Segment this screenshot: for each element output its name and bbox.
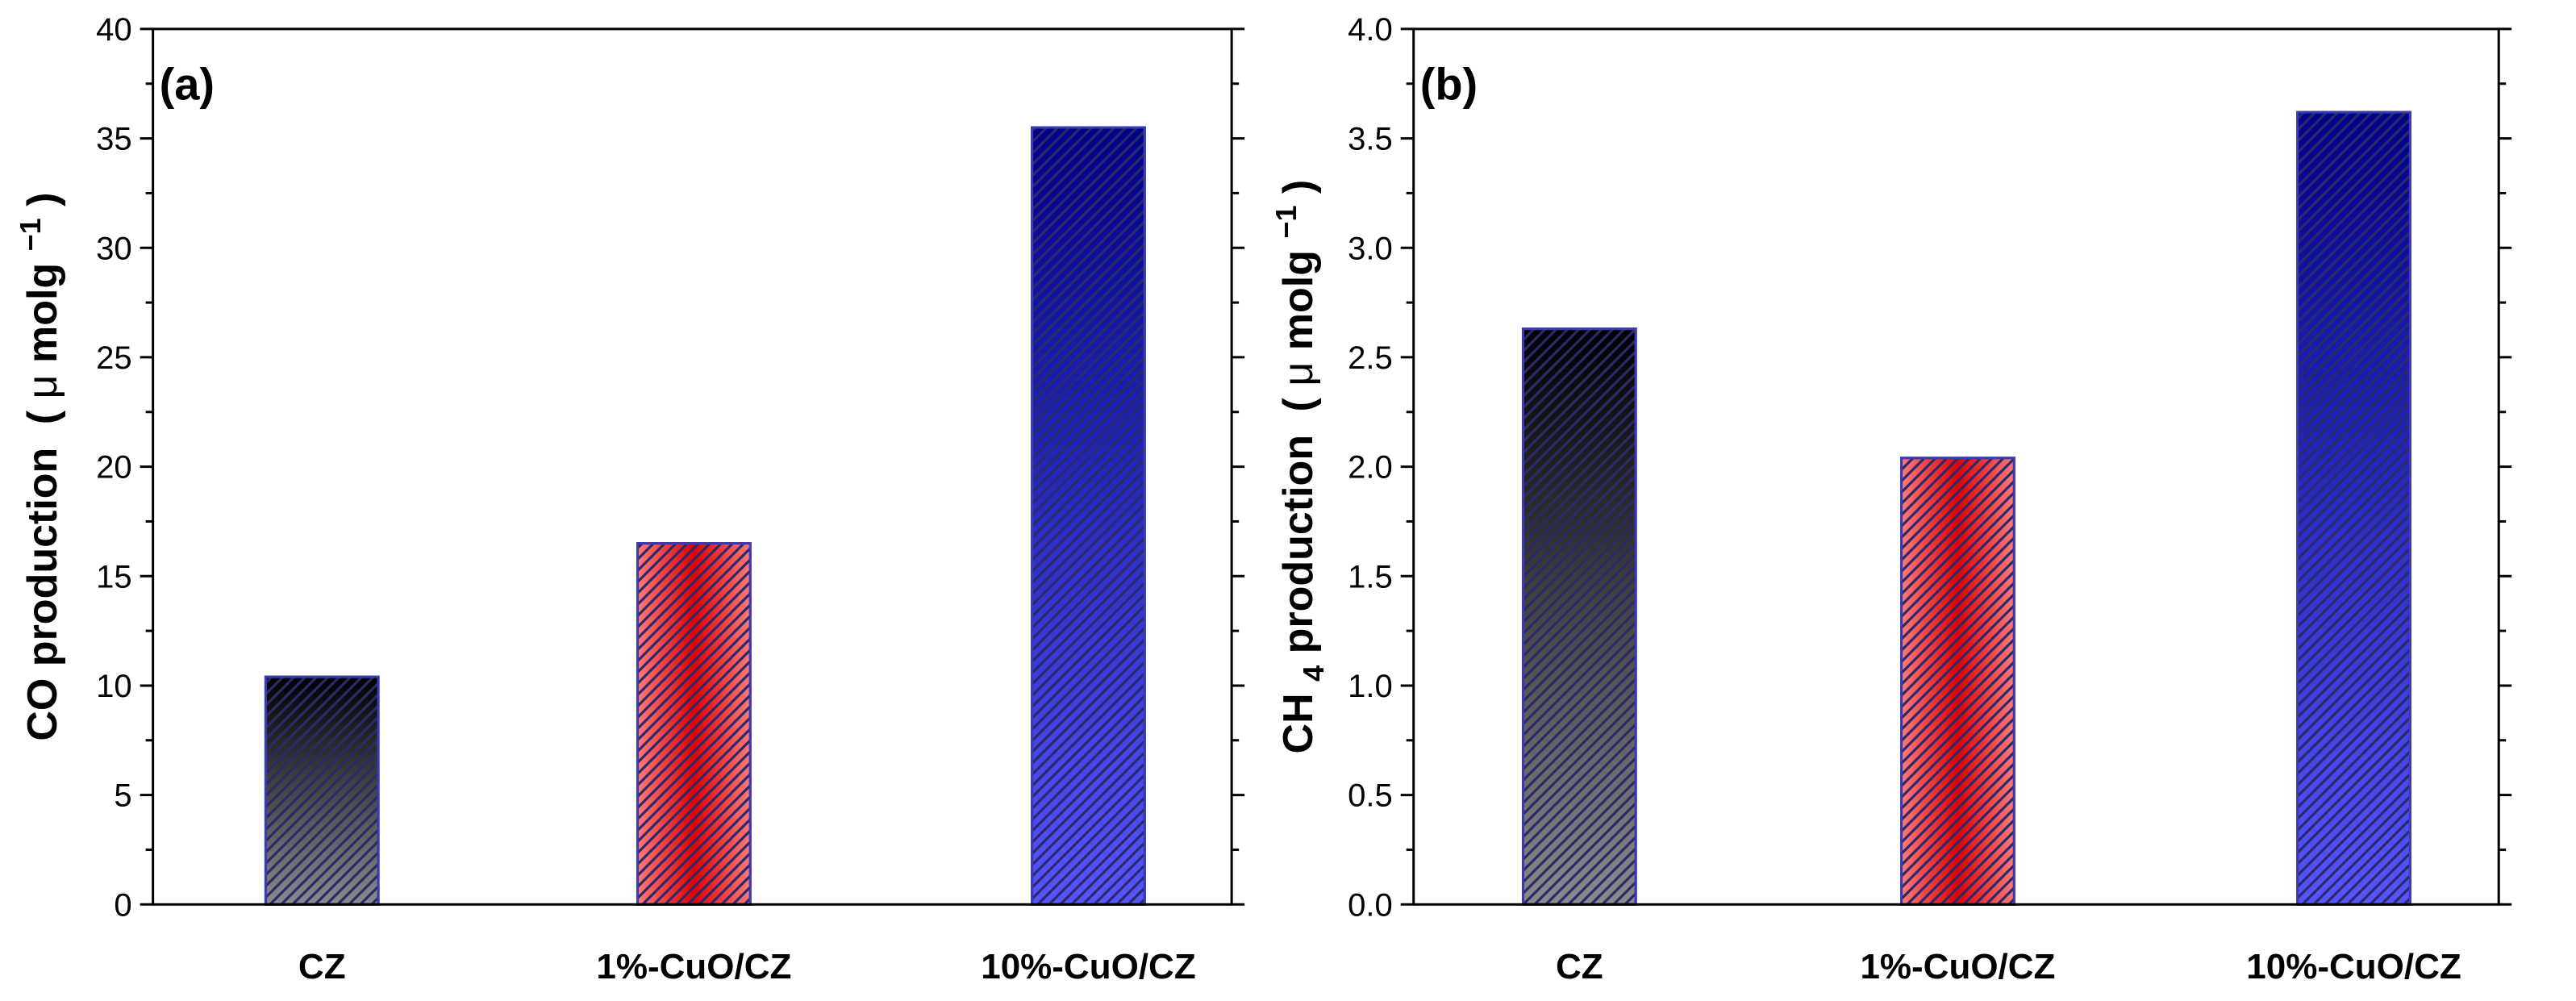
panel-a-ytick-label: 35	[96, 122, 132, 157]
panel-a-ytick-label: 5	[114, 778, 131, 814]
panel-b-ytick-label: 0.0	[1348, 887, 1393, 923]
panel-a-y-title-main: CO production	[19, 448, 66, 741]
panel-b-y-title-mu: μ	[1275, 362, 1322, 386]
panel-b-ytick-label: 3.5	[1348, 122, 1393, 157]
panel-a-y-title-unit: molg	[19, 263, 66, 363]
panel-b-ytick-label: 0.5	[1348, 778, 1393, 814]
panel-b-y-title-sub: 4	[1297, 665, 1330, 682]
panel-a-ytick-label: 10	[96, 669, 132, 704]
panel-a-ytick-label: 30	[96, 231, 132, 266]
panel-b-y-title-close: )	[1275, 180, 1322, 194]
panel-b-frame	[1412, 27, 2500, 906]
panel-b-ytick-label: 1.5	[1348, 559, 1393, 594]
panel-b-ytick-label: 2.0	[1348, 450, 1393, 486]
panel-a-bar-hatch-10pct-cuo-cz	[1031, 126, 1146, 906]
panel-a-ytick-label: 20	[96, 450, 132, 486]
panel-b: 0.0 0.5 1.0 1.5 2.0 2.5 3.0 3.5 4.0 CZ 1%-CuO/CZ 1…	[1259, 12, 2512, 986]
panel-b-bar-hatch-cz	[1521, 327, 1637, 906]
panel-a-bar-hatch-cz	[264, 675, 380, 906]
panel-a-y-axis-title: CO production ( μ molg −1 )	[3, 193, 66, 741]
panel-a-bars	[264, 126, 1146, 906]
panel-b-ticks	[1400, 27, 2512, 906]
panel-b-ytick-label: 1.0	[1348, 669, 1393, 704]
panel-a-y-title-close: )	[19, 193, 66, 206]
panel-b-bars	[1521, 111, 2411, 906]
panel-b-category-label-10pct-cuo-cz: 10%-CuO/CZ	[2246, 947, 2461, 986]
panel-b-ytick-label: 3.0	[1348, 231, 1393, 266]
panel-b-tick-labels: 0.0 0.5 1.0 1.5 2.0 2.5 3.0 3.5 4.0	[1348, 12, 1393, 923]
panel-b-y-axis-title: CH 4 production ( μ molg −1 )	[1259, 180, 1333, 754]
panel-a-category-labels: CZ 1%-CuO/CZ 10%-CuO/CZ	[298, 947, 1196, 986]
panel-b-ytick-label: 2.5	[1348, 340, 1393, 376]
panel-b-y-title-unit: molg	[1275, 250, 1322, 350]
panel-a-ytick-label: 25	[96, 340, 132, 376]
panel-b-y-title-open: (	[1275, 397, 1322, 411]
panel-a-y-title-open: (	[19, 410, 66, 424]
panel-a-ytick-label: 40	[96, 12, 132, 48]
panel-a-bar-hatch-1pct-cuo-cz	[636, 542, 752, 906]
panel-b-y-title-exp: −1	[1269, 206, 1303, 239]
panel-a-y-title-exp: −1	[14, 218, 47, 251]
panel-a-ytick-label: 0	[114, 887, 131, 923]
panel-a-tick-labels: 0 5 10 15 20 25 30 35 40	[96, 12, 132, 923]
panel-a-ytick-label: 15	[96, 559, 132, 594]
panel-b-label: (b)	[1420, 59, 1478, 110]
panel-b-bar-hatch-10pct-cuo-cz	[2296, 111, 2411, 906]
panel-b-y-title-main: production	[1275, 435, 1322, 654]
panel-a: 0 5 10 15 20 25 30 35 40 CZ 1%-CuO/CZ 10%-CuO/CZ (…	[3, 12, 1245, 986]
panel-b-bar-hatch-1pct-cuo-cz	[1900, 457, 2015, 906]
panel-a-frame	[152, 27, 1233, 906]
panel-b-category-labels: CZ 1%-CuO/CZ 10%-CuO/CZ	[1556, 947, 2461, 986]
panel-b-y-title-prefix: CH	[1275, 693, 1322, 753]
panel-a-category-label-10pct-cuo-cz: 10%-CuO/CZ	[981, 947, 1195, 986]
panel-b-category-label-cz: CZ	[1556, 947, 1603, 986]
panel-b-category-label-1pct-cuo-cz: 1%-CuO/CZ	[1860, 947, 2055, 986]
panel-a-category-label-cz: CZ	[298, 947, 346, 986]
panel-a-y-title-mu: μ	[19, 374, 66, 398]
panel-a-category-label-1pct-cuo-cz: 1%-CuO/CZ	[596, 947, 791, 986]
panel-b-ytick-label: 4.0	[1348, 12, 1393, 48]
panel-a-label: (a)	[160, 59, 215, 110]
